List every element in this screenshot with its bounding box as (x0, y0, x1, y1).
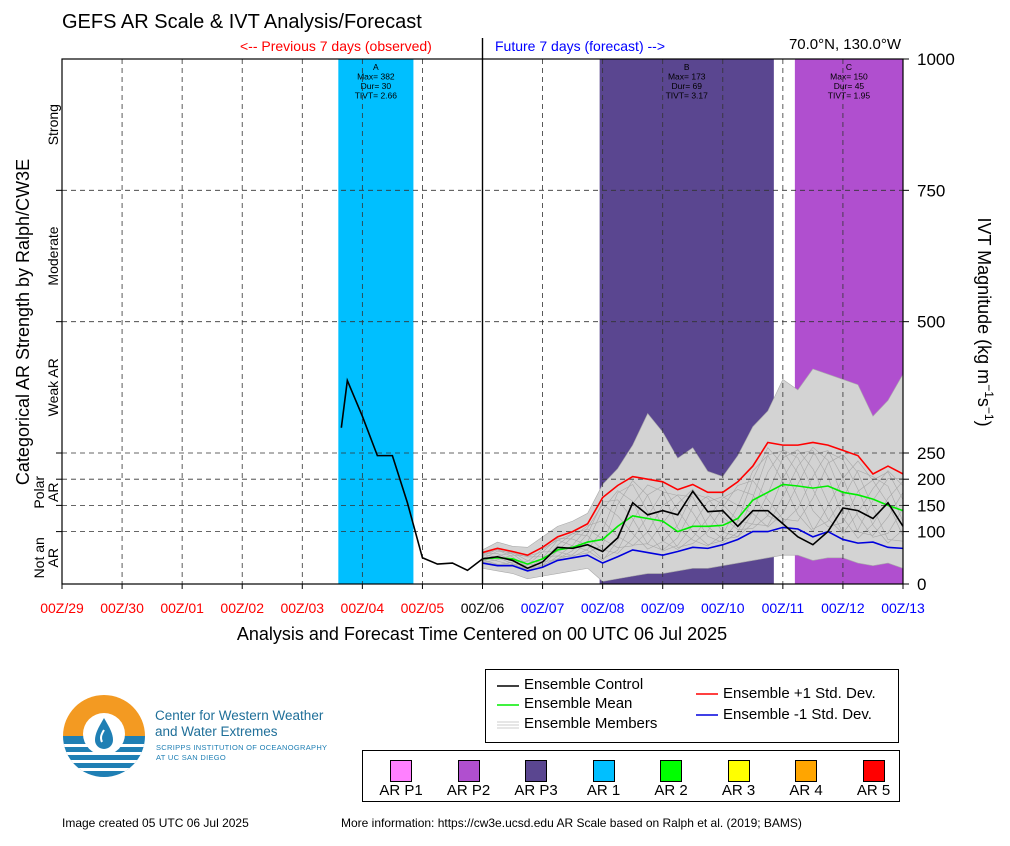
legend-control: Ensemble Control (524, 676, 644, 693)
ensemble-member-line (482, 451, 904, 562)
x-tick-label: 00Z/30 (100, 600, 144, 616)
ar-swatch-label: AR P2 (446, 782, 491, 799)
ar-swatch-ar-2 (660, 760, 682, 782)
x-tick-label: 00Z/09 (641, 600, 685, 616)
logo-subtext: SCRIPPS INSTITUTION OF OCEANOGRAPHY AT U… (156, 743, 327, 763)
x-tick-label: 00Z/12 (821, 600, 865, 616)
category-label-weak-ar: Weak AR (45, 358, 61, 416)
y-tick-label: 500 (917, 313, 945, 332)
x-tick-label: 00Z/02 (220, 600, 264, 616)
ensemble-member-line (482, 450, 904, 568)
ensemble-member-line (482, 446, 904, 566)
ar-event-b-label: Max= 173 (668, 72, 706, 82)
ar-event-a-label: Max= 382 (357, 72, 395, 82)
ar-event-a-label: TIVT= 2.66 (355, 91, 398, 101)
axes (56, 38, 909, 589)
x-tick-label: 00Z/03 (280, 600, 324, 616)
category-label-not-an-ar: Not an (31, 537, 47, 578)
ensemble-member-line (482, 454, 904, 566)
x-tick-label: 00Z/11 (762, 600, 805, 616)
legend-mean: Ensemble Mean (524, 695, 633, 712)
legend-minus-std: Ensemble -1 Std. Dev. (723, 706, 872, 723)
y-tick-label: 750 (917, 181, 945, 200)
ar-swatch-label: AR 3 (721, 782, 756, 799)
ar-swatch-label: AR P3 (514, 782, 558, 799)
ar-swatch-ar-4 (795, 760, 817, 782)
y-tick-label: 200 (917, 470, 945, 489)
x-tick-label: 00Z/29 (40, 600, 84, 616)
legend-plus-std: Ensemble +1 Std. Dev. (723, 685, 876, 702)
series-lines (340, 377, 904, 572)
ar-event-c-label: TIVT= 1.95 (828, 91, 871, 101)
right-axis-title: IVT Magnitude (kg m−1s−1) (974, 217, 996, 426)
x-tick-label: 00Z/08 (581, 600, 625, 616)
grid-lines (62, 59, 903, 584)
x-tick-label: 00Z/06 (461, 600, 505, 616)
ar-event-a-label: Dur= 30 (361, 81, 392, 91)
chart-title: GEFS AR Scale & IVT Analysis/Forecast (62, 11, 422, 33)
observed-line (340, 377, 483, 572)
ensemble-member-line (482, 450, 904, 570)
ar-swatch-ar-3 (727, 760, 750, 782)
series-line-ensemble-control (482, 489, 904, 570)
x-tick-label: 00Z/13 (881, 600, 925, 616)
cw3e-logo (62, 694, 146, 778)
logo-text: Center for Western Weather and Water Ext… (155, 708, 323, 740)
ar-swatch-label: AR P1 (379, 782, 423, 799)
ar-event-a-label: A (373, 62, 379, 72)
image-created-label: Image created 05 UTC 06 Jul 2025 (62, 816, 249, 830)
series-line-ensemble-1-std-dev- (482, 441, 904, 557)
logo-sub-2: AT UC SAN DIEGO (156, 753, 227, 762)
ar-event-c-label: C (846, 62, 852, 72)
category-label-not-an-ar: AR (45, 548, 61, 567)
future-days-label: Future 7 days (forecast) --> (495, 38, 666, 54)
ar-swatch-ar-5 (862, 760, 885, 782)
y-tick-label: 1000 (917, 50, 955, 69)
ensemble-member-line (482, 450, 904, 563)
ar-event-b-label: B (684, 62, 690, 72)
y-tick-label: 0 (917, 575, 926, 594)
location-label: 70.0°N, 130.0°W (788, 36, 901, 53)
y-tick-label: 150 (917, 496, 945, 515)
ar-event-b-label: Dur= 69 (672, 81, 703, 91)
category-label-strong: Strong (45, 104, 61, 145)
category-label-moderate: Moderate (45, 226, 61, 285)
ar-scale-legend: AR P1 AR P2 AR P3 AR 1 AR 2 AR 3 AR 4 AR 5 (362, 750, 900, 802)
category-label-polar-ar: Polar (31, 476, 47, 509)
legend-members: Ensemble Members (524, 715, 658, 732)
series-line-ensemble-1-std-dev- (482, 526, 904, 572)
ar-event-c-label: Max= 150 (830, 72, 868, 82)
x-tick-label: 00Z/10 (701, 600, 745, 616)
y-tick-label: 250 (917, 444, 945, 463)
x-tick-label: 00Z/04 (341, 600, 385, 616)
ar-swatch-label: AR 5 (856, 782, 891, 799)
ar-event-b-label: TIVT= 3.17 (666, 91, 709, 101)
more-info-label: More information: https://cw3e.ucsd.edu … (341, 816, 802, 830)
category-label-polar-ar: AR (45, 483, 61, 502)
ar-event-band-a (338, 59, 414, 584)
previous-days-label: <-- Previous 7 days (observed) (240, 38, 432, 54)
y-tick-label: 100 (917, 523, 945, 542)
ar-swatch-ar-p3 (525, 760, 547, 782)
x-tick-label: 00Z/07 (521, 600, 565, 616)
tick-labels: 0 100 150 200 250 500 750 1000 00Z/29 00Z/30 00Z/0… (40, 50, 955, 616)
ar-swatch-ar-p1 (390, 760, 412, 782)
ar-swatch-label: AR 2 (654, 782, 688, 799)
x-axis-label: Analysis and Forecast Time Centered on 0… (237, 624, 727, 644)
ar-swatch-label: AR 1 (586, 782, 621, 799)
x-tick-label: 00Z/05 (401, 600, 445, 616)
left-axis-title: Categorical AR Strength by Ralph/CW3E (13, 159, 33, 485)
ensemble-member-line (482, 449, 904, 571)
logo-sub-1: SCRIPPS INSTITUTION OF OCEANOGRAPHY (156, 743, 328, 752)
x-tick-label: 00Z/01 (160, 600, 204, 616)
ar-swatch-ar-p2 (457, 760, 480, 782)
ar-event-c-label: Dur= 45 (834, 81, 865, 91)
logo-line-1: Center for Western Weather (155, 708, 324, 723)
ar-swatch-label: AR 4 (789, 782, 823, 799)
series-legend: Ensemble Control Ensemble Mean Ensemble … (485, 669, 899, 743)
logo-line-2: and Water Extremes (155, 724, 278, 739)
ar-swatch-ar-1 (592, 760, 615, 782)
